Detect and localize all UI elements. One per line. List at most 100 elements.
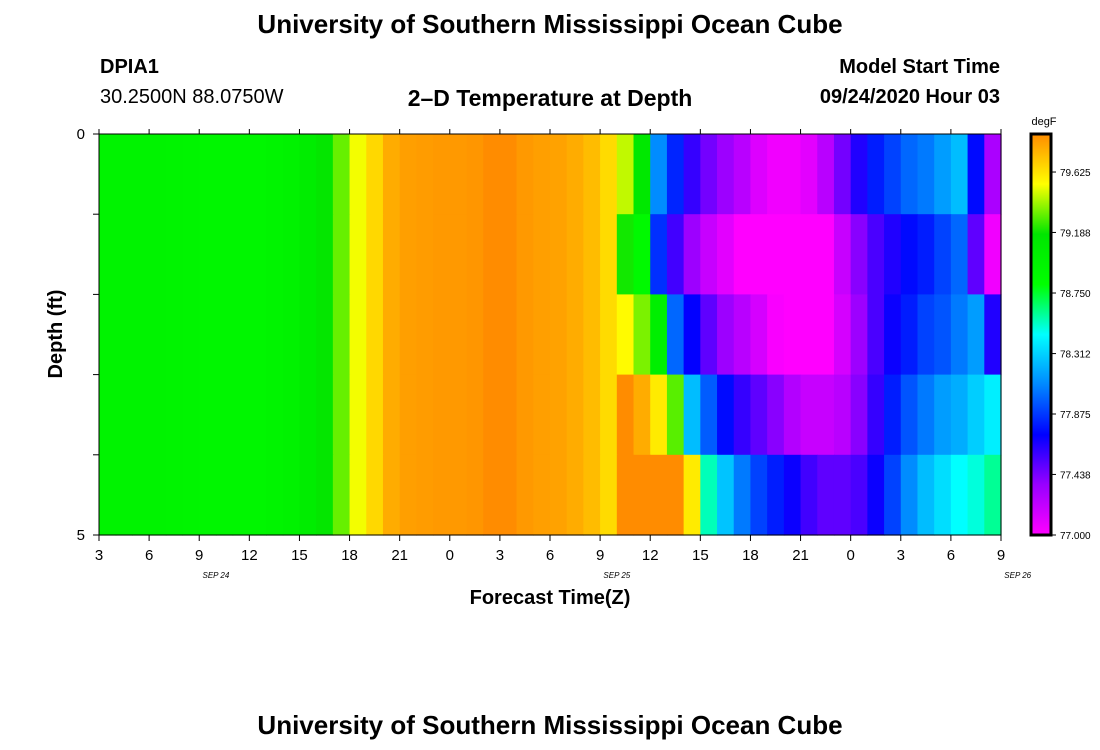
x-tick-label: 18: [341, 547, 358, 564]
heat-cell: [717, 134, 735, 215]
heat-cell: [566, 374, 584, 456]
heat-cell: [884, 294, 902, 376]
heat-cell: [850, 454, 868, 536]
heat-cell: [717, 294, 735, 376]
heat-cell: [917, 294, 935, 376]
heat-cell: [266, 214, 284, 295]
heat-cell: [416, 134, 434, 215]
heat-cell: [817, 134, 835, 215]
heat-cell: [132, 134, 150, 215]
heat-cell: [583, 214, 601, 295]
x-tick-label: 6: [145, 547, 153, 564]
heat-cell: [382, 454, 401, 536]
heat-cell: [633, 454, 651, 536]
heat-cell: [750, 214, 768, 295]
heat-cell: [483, 374, 501, 456]
heat-cell: [499, 454, 518, 536]
heat-cell: [583, 374, 601, 456]
station-location: 30.2500N 88.0750W: [100, 86, 284, 108]
heat-cell: [99, 294, 117, 376]
heat-cell: [533, 374, 551, 456]
heat-cell: [199, 294, 217, 376]
heat-cell: [767, 294, 785, 376]
heat-cell: [299, 134, 317, 215]
colorbar-tick-label: 78.312: [1060, 350, 1091, 361]
heat-cell: [249, 374, 267, 456]
heat-cell: [833, 134, 852, 215]
heat-cell: [382, 214, 401, 295]
heat-cell: [433, 454, 451, 536]
date-label: SEP 24: [203, 571, 230, 580]
heat-cell: [182, 294, 200, 376]
heat-cell: [483, 214, 501, 295]
heat-cell: [683, 294, 701, 376]
heat-cell: [499, 214, 518, 295]
heat-cell: [900, 374, 919, 456]
x-tick-label: 0: [846, 547, 854, 564]
heat-cell: [215, 214, 234, 295]
heat-cell: [266, 294, 284, 376]
heat-cell: [282, 454, 301, 536]
heat-cell: [600, 454, 618, 536]
heat-cell: [249, 214, 267, 295]
colorbar-tick-label: 77.875: [1060, 410, 1091, 421]
heat-cell: [249, 454, 267, 536]
heat-cell: [950, 454, 969, 536]
heat-cell: [199, 454, 217, 536]
heat-cell: [650, 294, 668, 376]
heat-cell: [165, 214, 184, 295]
heat-cell: [850, 134, 868, 215]
heat-cell: [349, 134, 367, 215]
heat-cell: [149, 134, 167, 215]
colorbar-tick-label: 79.188: [1060, 228, 1091, 239]
model-start-label: Model Start Time: [839, 56, 1000, 78]
heat-cell: [984, 374, 1002, 456]
heat-cell: [884, 374, 902, 456]
x-tick-label: 12: [241, 547, 258, 564]
heat-cell: [717, 454, 735, 536]
heat-cell: [366, 454, 384, 536]
heat-cell: [733, 374, 752, 456]
heat-cell: [282, 294, 301, 376]
heat-cell: [199, 374, 217, 456]
x-tick-label: 18: [742, 547, 759, 564]
heat-cell: [149, 454, 167, 536]
heat-cell: [600, 294, 618, 376]
heat-cell: [700, 454, 718, 536]
heat-cell: [349, 294, 367, 376]
heat-cell: [466, 134, 484, 215]
heat-cell: [533, 214, 551, 295]
colorbar-units: degF: [1031, 116, 1056, 128]
heat-cell: [165, 454, 184, 536]
heat-cell: [199, 134, 217, 215]
heat-cell: [449, 294, 468, 376]
heat-cell: [349, 374, 367, 456]
date-label: SEP 25: [603, 571, 630, 580]
heat-cell: [249, 294, 267, 376]
heat-cell: [833, 374, 852, 456]
heat-cell: [967, 134, 985, 215]
heat-cell: [650, 374, 668, 456]
heat-cell: [967, 214, 985, 295]
heat-cell: [399, 134, 417, 215]
heat-cell: [516, 454, 534, 536]
heat-cell: [316, 294, 334, 376]
heat-cell: [533, 134, 551, 215]
heat-cell: [115, 454, 133, 536]
heat-cell: [833, 294, 852, 376]
heat-cell: [215, 294, 234, 376]
heat-cell: [917, 454, 935, 536]
heat-cell: [433, 214, 451, 295]
heat-cell: [783, 454, 802, 536]
heat-cell: [99, 134, 117, 215]
heat-cell: [783, 214, 802, 295]
heat-cell: [900, 214, 919, 295]
heat-cell: [550, 134, 568, 215]
heat-cell: [683, 214, 701, 295]
heat-cell: [232, 214, 250, 295]
heat-cell: [867, 134, 885, 215]
heat-cell: [516, 134, 534, 215]
heat-cell: [867, 214, 885, 295]
heat-cell: [767, 134, 785, 215]
heat-cell: [215, 134, 234, 215]
